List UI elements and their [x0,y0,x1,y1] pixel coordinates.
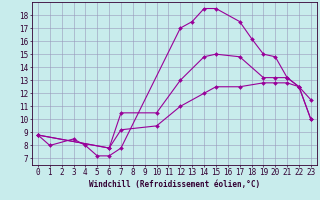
X-axis label: Windchill (Refroidissement éolien,°C): Windchill (Refroidissement éolien,°C) [89,180,260,189]
